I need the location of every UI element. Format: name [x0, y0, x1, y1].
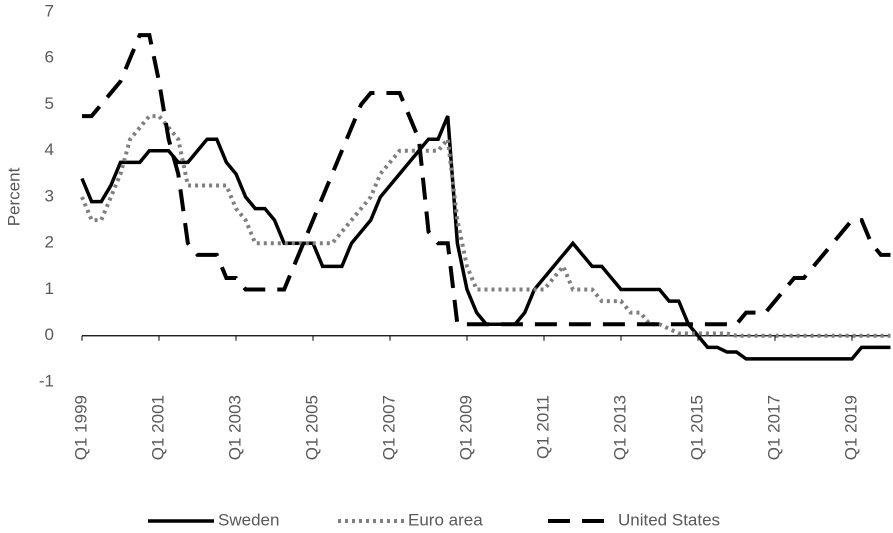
y-tick-label: 6 [45, 48, 54, 67]
y-tick-label: 2 [45, 233, 54, 252]
x-tick-label: Q1 2005 [302, 395, 321, 460]
x-tick-label: Q1 2009 [456, 395, 475, 460]
y-tick-label: 5 [45, 94, 54, 113]
x-tick-label: Q1 2007 [379, 395, 398, 460]
x-tick-label: Q1 2017 [764, 395, 783, 460]
line-series [80, 114, 891, 338]
legend-label: Sweden [218, 510, 279, 529]
line-series [82, 33, 891, 327]
x-tick-label: Q1 2011 [533, 395, 552, 459]
legend-label: Euro area [408, 510, 483, 529]
y-tick-label: 4 [45, 140, 54, 159]
y-axis-label: Percent [4, 167, 23, 226]
legend-label: United States [618, 510, 720, 529]
x-tick-label: Q1 2015 [687, 395, 706, 460]
x-tick-label: Q1 2013 [610, 395, 629, 460]
x-tick-label: Q1 2003 [225, 395, 244, 460]
y-tick-label: 1 [45, 279, 54, 298]
x-tick-label: Q1 1999 [71, 395, 90, 460]
y-tick-label: 3 [45, 186, 54, 205]
x-tick-label: Q1 2019 [841, 395, 860, 460]
y-tick-label: 0 [45, 325, 54, 344]
y-tick-label: -1 [39, 371, 54, 390]
x-tick-label: Q1 2001 [148, 395, 167, 460]
y-tick-label: 7 [45, 1, 54, 20]
